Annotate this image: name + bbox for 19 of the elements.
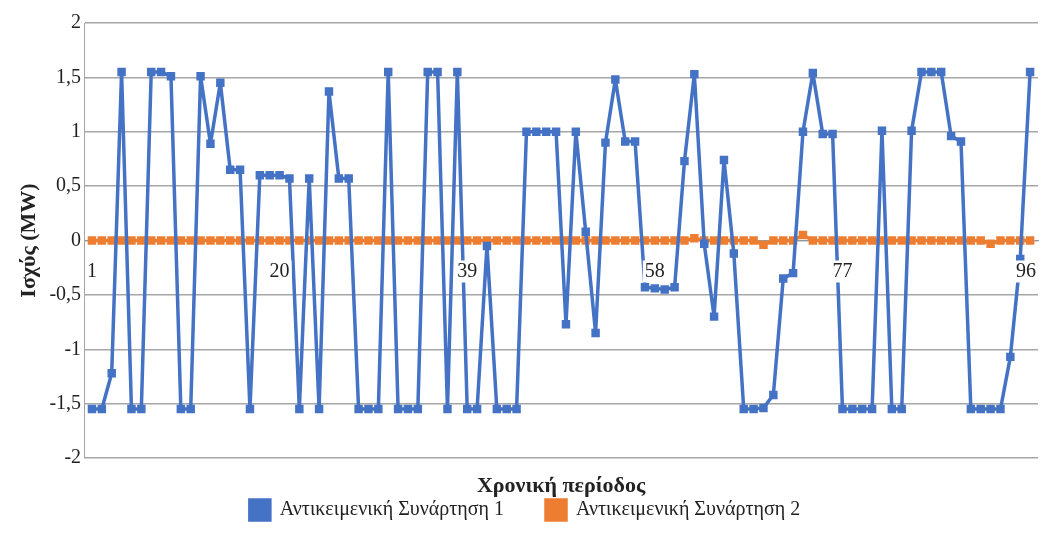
x-axis-title: Χρονική περίοδος	[476, 471, 646, 497]
y-tick-label: 1	[71, 119, 82, 141]
x-tick-label: 58	[644, 258, 665, 281]
y-axis-title: Ισχύς (MW)	[14, 183, 40, 298]
x-tick-label: 39	[457, 258, 478, 281]
y-tick-label: -2	[64, 445, 82, 468]
legend-label: Αντικειμενική Συνάρτηση 1	[279, 497, 504, 521]
x-tick-label: 1	[87, 258, 98, 281]
x-tick-label: 20	[269, 258, 290, 281]
legend-label: Αντικειμενική Συνάρτηση 2	[576, 497, 801, 521]
x-tick-label: 96	[1016, 258, 1036, 281]
y-tick-label: -0,5	[49, 282, 82, 305]
y-tick-label: 0,5	[56, 173, 82, 196]
y-tick-label: -1,5	[49, 390, 82, 413]
y-tick-label: 0	[71, 227, 82, 250]
x-tick-label: 77	[832, 258, 853, 281]
y-tick-label: 1,5	[56, 64, 82, 87]
y-tick-label: -1	[64, 336, 82, 359]
y-tick-label: 2	[71, 10, 82, 33]
